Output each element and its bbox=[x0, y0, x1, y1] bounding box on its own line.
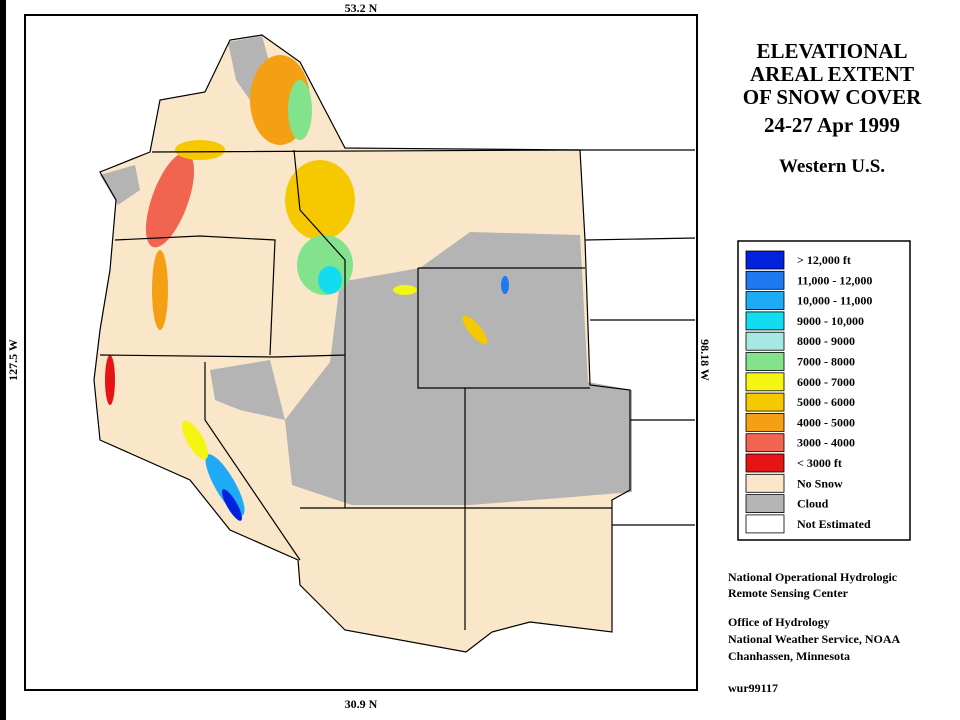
title-line: OF SNOW COVER bbox=[743, 85, 922, 109]
credit-line: National Operational Hydrologic bbox=[728, 570, 898, 584]
legend-swatch bbox=[745, 311, 785, 331]
legend-label: 10,000 - 11,000 bbox=[797, 294, 872, 308]
legend-label: > 12,000 ft bbox=[797, 253, 851, 267]
legend-swatch bbox=[745, 270, 785, 290]
legend-label: 6000 - 7000 bbox=[797, 375, 855, 389]
legend-swatch bbox=[745, 433, 785, 453]
legend: > 12,000 ft 11,000 - 12,000 10,000 - 11,00… bbox=[745, 250, 872, 534]
legend-swatch bbox=[745, 331, 785, 351]
cloud-nv bbox=[210, 360, 285, 420]
lon-right: 98.18 W bbox=[698, 339, 712, 381]
legend-swatch bbox=[745, 412, 785, 432]
legend-label: 7000 - 8000 bbox=[797, 355, 855, 369]
title-line: AREAL EXTENT bbox=[750, 62, 914, 86]
credit-line: National Weather Service, NOAA bbox=[728, 632, 901, 646]
legend-label: 11,000 - 12,000 bbox=[797, 273, 872, 287]
lat-top: 53.2 N bbox=[345, 1, 378, 15]
region: Western U.S. bbox=[779, 156, 885, 177]
legend-label: < 3000 ft bbox=[797, 456, 842, 470]
legend-label: 5000 - 6000 bbox=[797, 395, 855, 409]
title-line: ELEVATIONAL bbox=[757, 39, 908, 63]
credit-code: wur99117 bbox=[728, 681, 778, 695]
legend-label: Cloud bbox=[797, 497, 829, 511]
legend-swatch bbox=[745, 453, 785, 473]
cloud bbox=[285, 232, 632, 505]
lon-left: 127.5 W bbox=[6, 339, 20, 381]
legend-swatch bbox=[745, 291, 785, 311]
legend-label: 8000 - 9000 bbox=[797, 334, 855, 348]
snow bbox=[105, 55, 509, 521]
legend-swatch bbox=[745, 250, 785, 270]
legend-swatch bbox=[745, 514, 785, 534]
lat-bottom: 30.9 N bbox=[345, 697, 378, 711]
legend-swatch bbox=[745, 473, 785, 493]
legend-label: 9000 - 10,000 bbox=[797, 314, 864, 328]
legend-label: No Snow bbox=[797, 476, 843, 490]
legend-label: 4000 - 5000 bbox=[797, 415, 855, 429]
boundaries bbox=[93, 34, 696, 653]
edge bbox=[0, 0, 6, 720]
legend-swatch bbox=[745, 372, 785, 392]
credit-line: Remote Sensing Center bbox=[728, 586, 849, 600]
cloud-wa bbox=[100, 165, 140, 205]
legend-swatch bbox=[745, 392, 785, 412]
legend-label: 3000 - 4000 bbox=[797, 436, 855, 450]
credits: National Operational Hydrologic Remote Se… bbox=[728, 570, 901, 695]
map bbox=[24, 14, 698, 691]
date: 24-27 Apr 1999 bbox=[764, 113, 900, 137]
credit-line: Office of Hydrology bbox=[728, 615, 830, 629]
legend-label: Not Estimated bbox=[797, 517, 871, 531]
legend-swatch bbox=[745, 352, 785, 371]
credit-line: Chanhassen, Minnesota bbox=[728, 649, 850, 663]
legend-swatch bbox=[745, 494, 785, 514]
